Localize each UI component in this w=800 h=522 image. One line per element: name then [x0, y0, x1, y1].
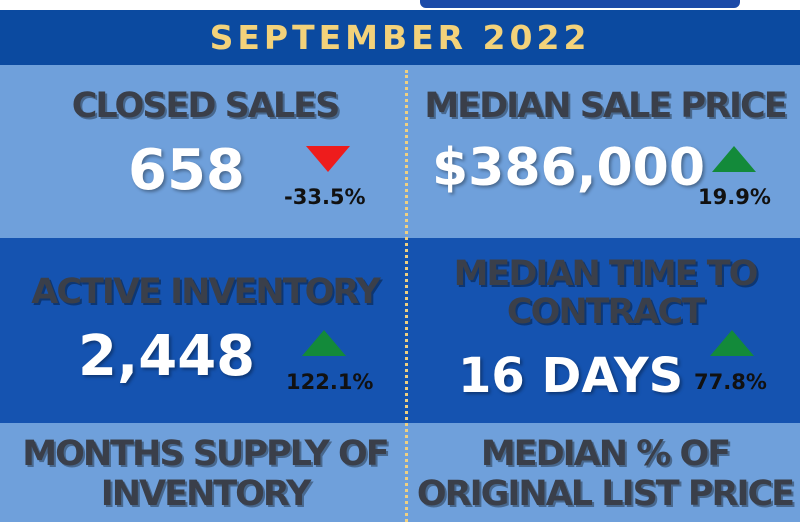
header-banner: SEPTEMBER 2022: [0, 10, 800, 65]
closed-sales-value: 658: [128, 138, 245, 203]
row-3: [0, 423, 800, 522]
closed-sales-label: CLOSED SALES: [71, 86, 341, 126]
row-1: [0, 65, 800, 238]
page-title: SEPTEMBER 2022: [209, 18, 591, 57]
median-sale-price-label: MEDIAN SALE PRICE: [424, 86, 787, 126]
median-sale-price-change: 19.9%: [698, 185, 771, 209]
active-inventory-change: 122.1%: [286, 370, 374, 394]
triangle-up-icon: [710, 330, 754, 356]
median-time-change: 77.8%: [694, 370, 767, 394]
median-time-value: 16 DAYS: [458, 348, 684, 404]
median-pct-label-line2: ORIGINAL LIST PRICE: [416, 474, 795, 514]
column-divider: [405, 70, 408, 522]
triangle-up-icon: [302, 330, 346, 356]
median-time-label-line1: MEDIAN TIME TO: [453, 254, 759, 294]
closed-sales-change: -33.5%: [284, 185, 366, 209]
active-inventory-value: 2,448: [78, 324, 256, 389]
median-sale-price-value: $386,000: [432, 138, 706, 198]
top-strip: [0, 0, 800, 10]
active-inventory-label: ACTIVE INVENTORY: [31, 272, 380, 312]
row-2: [0, 238, 800, 423]
triangle-down-icon: [306, 146, 350, 172]
triangle-up-icon: [712, 146, 756, 172]
months-supply-label-line2: INVENTORY: [100, 474, 312, 514]
months-supply-label-line1: MONTHS SUPPLY OF: [22, 434, 389, 474]
top-tab-decoration: [420, 0, 740, 8]
median-time-label-line2: CONTRACT: [506, 292, 705, 332]
median-pct-label-line1: MEDIAN % OF: [480, 434, 731, 474]
